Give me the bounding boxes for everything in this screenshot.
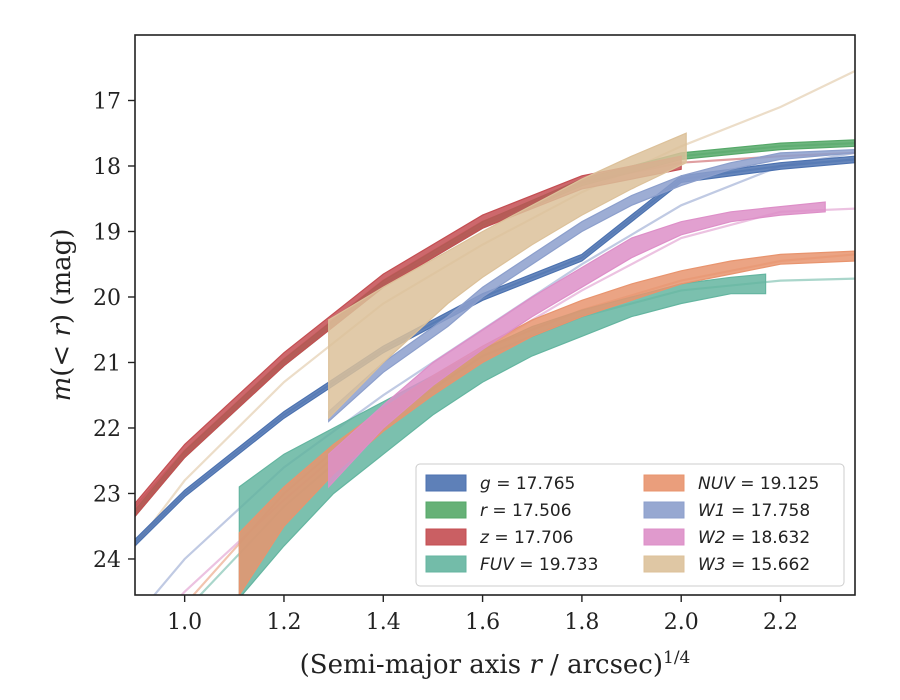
legend-item-fuv: FUV = 19.733	[425, 555, 598, 575]
x-tick-label: 2.2	[763, 610, 798, 635]
x-tick-label: 1.4	[366, 610, 401, 635]
y-axis: 17 18 19 20 21 22 23 24	[93, 89, 135, 573]
x-tick-label: 1.0	[167, 610, 202, 635]
legend-item-g: g = 17.765	[425, 474, 575, 494]
x-tick-label: 1.2	[266, 610, 301, 635]
legend: g = 17.765 r = 17.506 z = 17.706 FUV = 19.7…	[415, 463, 845, 587]
legend-label: W2 = 18.632	[698, 528, 810, 548]
legend-swatch	[643, 528, 685, 546]
x-axis-title: (Semi-major axis r / arcsec)1/4	[300, 648, 691, 680]
legend-item-z: z = 17.706	[425, 528, 573, 548]
legend-label: r = 17.506	[480, 501, 572, 521]
legend-swatch	[425, 528, 467, 546]
legend-swatch	[643, 474, 685, 492]
y-tick-label: 24	[93, 548, 121, 573]
legend-item-r: r = 17.506	[425, 501, 572, 521]
y-tick-label: 21	[93, 351, 121, 376]
legend-item-nuv: NUV = 19.125	[643, 474, 819, 494]
y-axis-title: m(< r) (mag)	[47, 229, 77, 402]
legend-swatch	[425, 474, 467, 492]
legend-label: z = 17.706	[479, 528, 573, 548]
y-tick-label: 22	[93, 417, 121, 442]
x-tick-label: 2.0	[664, 610, 699, 635]
band-w3	[328, 132, 687, 420]
legend-swatch	[425, 501, 467, 519]
y-tick-label: 19	[93, 220, 121, 245]
band-z	[135, 155, 682, 518]
legend-item-w3: W3 = 15.662	[643, 555, 810, 575]
x-tick-label: 1.8	[564, 610, 599, 635]
y-tick-label: 20	[93, 286, 121, 311]
y-tick-label: 17	[93, 89, 121, 114]
band-w2	[328, 201, 826, 489]
legend-label: FUV = 19.733	[480, 555, 598, 575]
data-bands	[135, 132, 855, 595]
y-tick-label: 18	[93, 155, 121, 180]
y-tick-label: 23	[93, 482, 121, 507]
legend-label: W3 = 15.662	[698, 555, 810, 575]
legend-label: g = 17.765	[480, 474, 575, 494]
x-tick-label: 1.6	[465, 610, 500, 635]
legend-label: NUV = 19.125	[698, 474, 819, 494]
plot-frame	[134, 34, 856, 596]
legend-swatch	[643, 555, 685, 573]
legend-item-w1: W1 = 17.758	[643, 501, 810, 521]
legend-box	[415, 463, 845, 587]
band-w1	[328, 148, 855, 423]
legend-swatch	[425, 555, 467, 573]
model-curve-nuv	[191, 253, 855, 595]
legend-label: W1 = 17.758	[698, 501, 810, 521]
legend-swatch	[643, 501, 685, 519]
x-axis: 1.0 1.2 1.4 1.6 1.8 2.0 2.2	[167, 595, 798, 635]
legend-item-w2: W2 = 18.632	[643, 528, 810, 548]
